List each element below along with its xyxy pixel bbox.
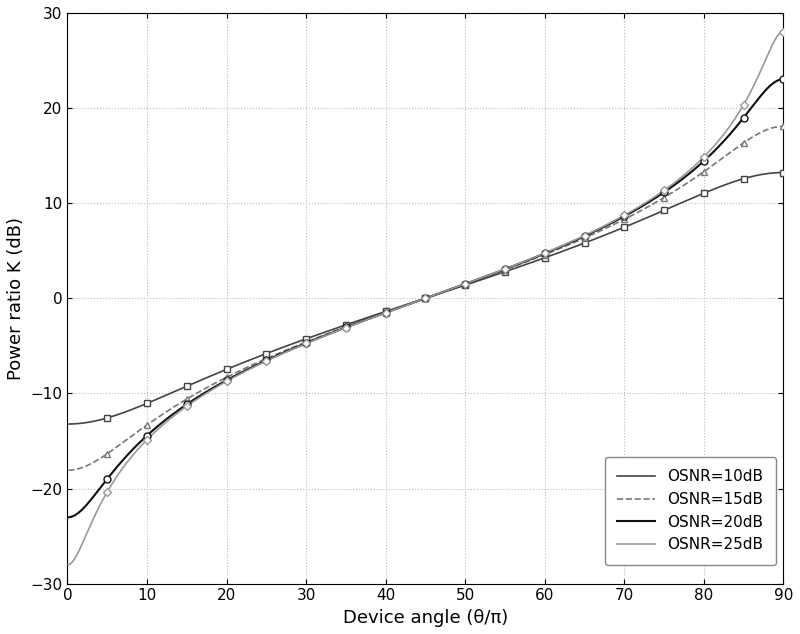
OSNR=10dB (403, 301, 413, 308)
OSNR=10dB (778, 169, 788, 176)
OSNR=25dB (778, 28, 788, 36)
OSNR=15dB (63, 467, 73, 474)
OSNR=10dB (489, 272, 498, 280)
OSNR=10dB (650, 210, 659, 218)
OSNR=20dB (403, 301, 413, 308)
OSNR=25dB (762, 55, 771, 62)
OSNR=15dB (762, 126, 771, 134)
Line: OSNR=15dB: OSNR=15dB (68, 126, 783, 470)
OSNR=15dB (407, 299, 417, 307)
Line: OSNR=25dB: OSNR=25dB (68, 32, 783, 565)
OSNR=15dB (403, 301, 413, 308)
OSNR=20dB (489, 269, 498, 277)
OSNR=20dB (63, 514, 73, 521)
OSNR=15dB (650, 199, 659, 207)
Line: OSNR=20dB: OSNR=20dB (68, 79, 783, 517)
OSNR=25dB (450, 283, 460, 291)
OSNR=25dB (407, 299, 417, 307)
OSNR=15dB (778, 122, 788, 130)
OSNR=25dB (63, 561, 73, 569)
OSNR=25dB (403, 301, 413, 308)
Line: OSNR=10dB: OSNR=10dB (68, 172, 783, 424)
OSNR=25dB (489, 269, 498, 277)
OSNR=20dB (450, 284, 460, 292)
Legend: OSNR=10dB, OSNR=15dB, OSNR=20dB, OSNR=25dB: OSNR=10dB, OSNR=15dB, OSNR=20dB, OSNR=25… (605, 457, 776, 565)
OSNR=15dB (450, 284, 460, 292)
OSNR=10dB (63, 420, 73, 428)
OSNR=10dB (407, 299, 417, 306)
OSNR=10dB (762, 170, 771, 178)
X-axis label: Device angle (θ/π): Device angle (θ/π) (343, 609, 508, 627)
OSNR=10dB (450, 285, 460, 292)
OSNR=25dB (650, 193, 659, 201)
OSNR=20dB (650, 195, 659, 202)
OSNR=15dB (489, 270, 498, 278)
OSNR=20dB (778, 75, 788, 83)
Y-axis label: Power ratio K (dB): Power ratio K (dB) (7, 217, 25, 380)
OSNR=20dB (762, 86, 771, 93)
OSNR=20dB (407, 299, 417, 307)
